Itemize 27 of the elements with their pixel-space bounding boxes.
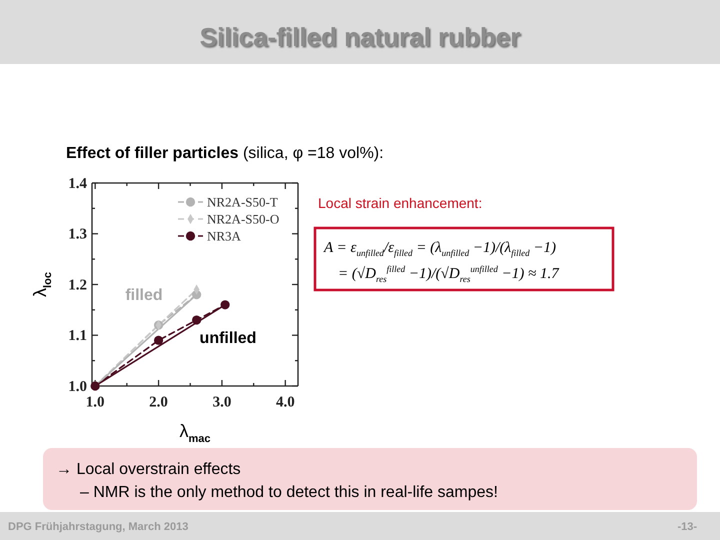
text: Silica-filled natural rubber	[200, 22, 520, 52]
y-tick-label: 1.0	[68, 378, 87, 395]
legend-label: NR2A-S50-O	[207, 212, 280, 226]
y-tick-label: 1.3	[68, 226, 87, 243]
y-tick-label: 1.1	[68, 328, 87, 344]
x-tick-label: 3.0	[212, 394, 232, 411]
text: Local strain enhancement:	[318, 195, 482, 211]
text: -13-	[677, 521, 698, 533]
legend-label: NR3A	[207, 228, 242, 244]
y-tick-label: 1.2	[68, 277, 87, 294]
chart-subtitle: Effect of filler particles (silica, φ =18 vol%):	[66, 145, 384, 162]
text: → Local overstrain effects	[56, 461, 241, 478]
x-tick-label: 2.0	[149, 394, 168, 411]
x-tick-label: 1.0	[86, 394, 105, 411]
point	[154, 336, 164, 345]
text: – NMR is the only method to detect this in real-life sampes!	[80, 484, 498, 501]
annotation: unfilled	[200, 330, 256, 346]
annotation: filled	[125, 286, 163, 304]
text: A = ε$_{unfilled}$/ε$_{filled}$ = (λ$_{unfilled}$ −1)/(λ$_{filled}$ −1)	[324, 240, 556, 258]
point	[220, 300, 230, 310]
x-tick-label: 4.0	[276, 394, 295, 411]
y-tick-label: 1.4	[68, 176, 88, 192]
x-axis-title: λ$_{mac}$	[179, 421, 211, 445]
text: = (√D$_{res}$$^{filled}$ −1)/(√D$_{res}$$^{unfilled}$ −1) ≈ 1.7	[338, 264, 560, 284]
text: DPG Frühjahrstagung, March 2013	[8, 521, 188, 533]
point	[192, 315, 202, 325]
legend-label: NR2A-S50-T	[207, 194, 278, 210]
